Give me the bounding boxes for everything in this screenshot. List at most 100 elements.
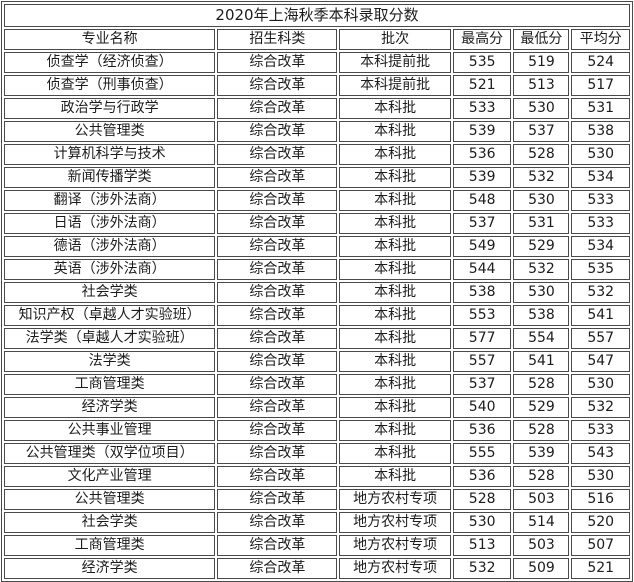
cell-lowest-score: 529: [513, 397, 570, 418]
cell-enrollment-category: 综合改革: [217, 558, 338, 579]
cell-enrollment-category: 综合改革: [217, 397, 338, 418]
cell-enrollment-category: 综合改革: [217, 535, 338, 556]
cell-average-score: 520: [571, 512, 630, 533]
cell-batch: 地方农村专项: [339, 558, 451, 579]
cell-enrollment-category: 综合改革: [217, 259, 338, 280]
cell-enrollment-category: 综合改革: [217, 52, 338, 73]
cell-lowest-score: 528: [513, 466, 570, 487]
cell-average-score: 530: [571, 144, 630, 165]
cell-highest-score: 553: [452, 305, 512, 326]
cell-major-name: 经济学类: [4, 558, 216, 579]
cell-lowest-score: 532: [513, 167, 570, 188]
table-row: 工商管理类 综合改革 本科批 537 528 530: [4, 374, 630, 395]
table-row: 公共管理类 综合改革 地方农村专项 528 503 516: [4, 489, 630, 510]
cell-average-score: 524: [571, 52, 630, 73]
cell-lowest-score: 538: [513, 305, 570, 326]
cell-major-name: 知识产权（卓越人才实验班）: [4, 305, 216, 326]
cell-lowest-score: 519: [513, 52, 570, 73]
cell-lowest-score: 513: [513, 75, 570, 96]
cell-lowest-score: 530: [513, 190, 570, 211]
cell-batch: 本科批: [339, 328, 451, 349]
cell-average-score: 533: [571, 420, 630, 441]
table-body: 侦查学（经济侦查） 综合改革 本科提前批 535 519 524 侦查学（刑事侦查） 综合改革…: [4, 52, 630, 579]
cell-batch: 地方农村专项: [339, 512, 451, 533]
cell-average-score: 538: [571, 121, 630, 142]
cell-highest-score: 549: [452, 236, 512, 257]
table-header-row: 专业名称 招生科类 批次 最高分 最低分 平均分: [4, 29, 630, 50]
table-row: 公共管理类（双学位项目） 综合改革 本科批 555 539 543: [4, 443, 630, 464]
cell-major-name: 工商管理类: [4, 374, 216, 395]
cell-highest-score: 536: [452, 466, 512, 487]
cell-enrollment-category: 综合改革: [217, 420, 338, 441]
cell-lowest-score: 529: [513, 236, 570, 257]
cell-average-score: 532: [571, 282, 630, 303]
cell-major-name: 日语（涉外法商）: [4, 213, 216, 234]
cell-major-name: 计算机科学与技术: [4, 144, 216, 165]
cell-enrollment-category: 综合改革: [217, 466, 338, 487]
table-row: 社会学类 综合改革 本科批 538 530 532: [4, 282, 630, 303]
column-header-batch: 批次: [339, 29, 451, 50]
cell-average-score: 531: [571, 98, 630, 119]
table-row: 知识产权（卓越人才实验班） 综合改革 本科批 553 538 541: [4, 305, 630, 326]
cell-enrollment-category: 综合改革: [217, 512, 338, 533]
cell-batch: 本科批: [339, 190, 451, 211]
table-row: 日语（涉外法商） 综合改革 本科批 537 531 533: [4, 213, 630, 234]
cell-major-name: 经济学类: [4, 397, 216, 418]
cell-major-name: 公共事业管理: [4, 420, 216, 441]
table-row: 翻译（涉外法商） 综合改革 本科批 548 530 533: [4, 190, 630, 211]
cell-highest-score: 538: [452, 282, 512, 303]
cell-highest-score: 533: [452, 98, 512, 119]
cell-average-score: 534: [571, 167, 630, 188]
cell-batch: 本科批: [339, 374, 451, 395]
cell-highest-score: 537: [452, 213, 512, 234]
cell-enrollment-category: 综合改革: [217, 121, 338, 142]
cell-major-name: 法学类: [4, 351, 216, 372]
cell-lowest-score: 554: [513, 328, 570, 349]
cell-enrollment-category: 综合改革: [217, 190, 338, 211]
cell-enrollment-category: 综合改革: [217, 98, 338, 119]
table-row: 工商管理类 综合改革 地方农村专项 513 503 507: [4, 535, 630, 556]
cell-major-name: 公共管理类: [4, 121, 216, 142]
table-row: 经济学类 综合改革 本科批 540 529 532: [4, 397, 630, 418]
cell-average-score: 521: [571, 558, 630, 579]
table-row: 侦查学（经济侦查） 综合改革 本科提前批 535 519 524: [4, 52, 630, 73]
cell-highest-score: 557: [452, 351, 512, 372]
cell-highest-score: 544: [452, 259, 512, 280]
cell-highest-score: 539: [452, 121, 512, 142]
cell-highest-score: 555: [452, 443, 512, 464]
cell-major-name: 社会学类: [4, 512, 216, 533]
table-row: 新闻传播学类 综合改革 本科批 539 532 534: [4, 167, 630, 188]
cell-highest-score: 528: [452, 489, 512, 510]
cell-lowest-score: 532: [513, 259, 570, 280]
cell-batch: 地方农村专项: [339, 489, 451, 510]
cell-lowest-score: 503: [513, 489, 570, 510]
cell-batch: 本科批: [339, 466, 451, 487]
cell-batch: 本科批: [339, 121, 451, 142]
cell-major-name: 文化产业管理: [4, 466, 216, 487]
cell-average-score: 517: [571, 75, 630, 96]
cell-major-name: 新闻传播学类: [4, 167, 216, 188]
cell-major-name: 英语（涉外法商）: [4, 259, 216, 280]
cell-average-score: 547: [571, 351, 630, 372]
table-row: 计算机科学与技术 综合改革 本科批 536 528 530: [4, 144, 630, 165]
cell-major-name: 翻译（涉外法商）: [4, 190, 216, 211]
cell-batch: 本科批: [339, 305, 451, 326]
cell-batch: 地方农村专项: [339, 535, 451, 556]
cell-highest-score: 535: [452, 52, 512, 73]
table-row: 法学类（卓越人才实验班） 综合改革 本科批 577 554 557: [4, 328, 630, 349]
cell-average-score: 533: [571, 190, 630, 211]
cell-highest-score: 532: [452, 558, 512, 579]
cell-batch: 本科批: [339, 397, 451, 418]
cell-highest-score: 537: [452, 374, 512, 395]
cell-major-name: 公共管理类（双学位项目）: [4, 443, 216, 464]
cell-enrollment-category: 综合改革: [217, 328, 338, 349]
cell-batch: 本科批: [339, 282, 451, 303]
cell-batch: 本科批: [339, 98, 451, 119]
cell-batch: 本科批: [339, 259, 451, 280]
cell-enrollment-category: 综合改革: [217, 443, 338, 464]
cell-average-score: 543: [571, 443, 630, 464]
cell-lowest-score: 528: [513, 420, 570, 441]
cell-batch: 本科批: [339, 213, 451, 234]
column-header-enrollment-category: 招生科类: [217, 29, 338, 50]
